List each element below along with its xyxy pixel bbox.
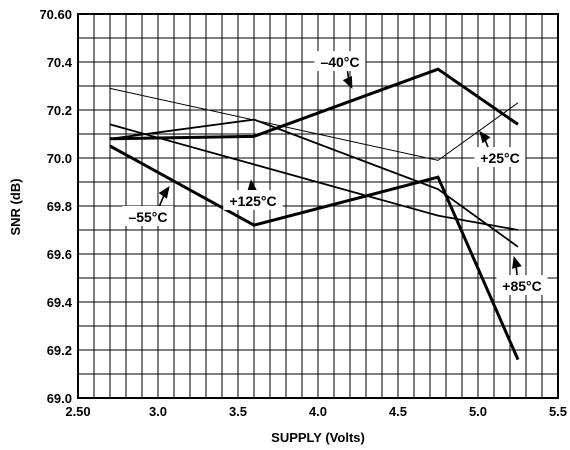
annotation-label: –40°C <box>320 54 359 70</box>
y-tick-label: 70.0 <box>47 151 72 166</box>
annotation-label: +125°C <box>229 193 276 209</box>
annotation-label-bg <box>496 275 548 295</box>
annotation-label-bg <box>122 206 174 226</box>
annotation-label-bg <box>474 147 526 167</box>
series-line <box>109 87 519 161</box>
x-tick-label: 2.50 <box>65 404 90 419</box>
annotation-label: –55°C <box>128 209 167 225</box>
x-tick-label: 4.5 <box>389 404 407 419</box>
y-axis-title: SNR (dB) <box>8 178 23 235</box>
annotations: –40°C +25°C +125°C +85°C –55°C <box>122 51 548 295</box>
x-tick-label: 3.0 <box>149 404 167 419</box>
annotation-arrowhead <box>342 75 353 89</box>
x-tick-label: 5.5 <box>549 404 567 419</box>
y-tick-label: 70.2 <box>47 103 72 118</box>
annotation-arrowhead <box>158 186 170 199</box>
annotation-label-bg <box>314 51 366 71</box>
annotation-arrowhead <box>512 255 522 269</box>
annotation-arrowhead <box>247 179 258 192</box>
series-line <box>109 144 520 361</box>
y-tick-label: 70.4 <box>47 55 73 70</box>
x-tick-label: 4.0 <box>309 404 327 419</box>
y-tick-label: 69.8 <box>47 199 72 214</box>
series-line <box>109 67 519 141</box>
annotation-arrowhead <box>479 130 491 144</box>
series-line <box>109 118 519 248</box>
tick-labels: 69.0 69.2 69.4 69.6 69.8 70.0 70.2 70.4 70.60 2.5… <box>39 7 567 419</box>
plot-frame <box>77 13 559 399</box>
annotation-label: +85°C <box>502 278 541 294</box>
y-tick-label: 69.4 <box>47 295 73 310</box>
y-tick-label: 69.2 <box>47 343 72 358</box>
y-tick-label: 69.6 <box>47 247 72 262</box>
series-line <box>109 123 519 231</box>
annotation-label-bg <box>223 190 283 210</box>
x-axis-title: SUPPLY (Volts) <box>271 430 365 445</box>
x-tick-label: 5.0 <box>469 404 487 419</box>
x-tick-label: 3.5 <box>229 404 247 419</box>
y-tick-label: 70.60 <box>39 7 72 22</box>
y-tick-label: 69.0 <box>47 391 72 406</box>
annotation-label: +25°C <box>480 150 519 166</box>
series-lines <box>109 67 520 361</box>
plot-border <box>77 13 559 399</box>
